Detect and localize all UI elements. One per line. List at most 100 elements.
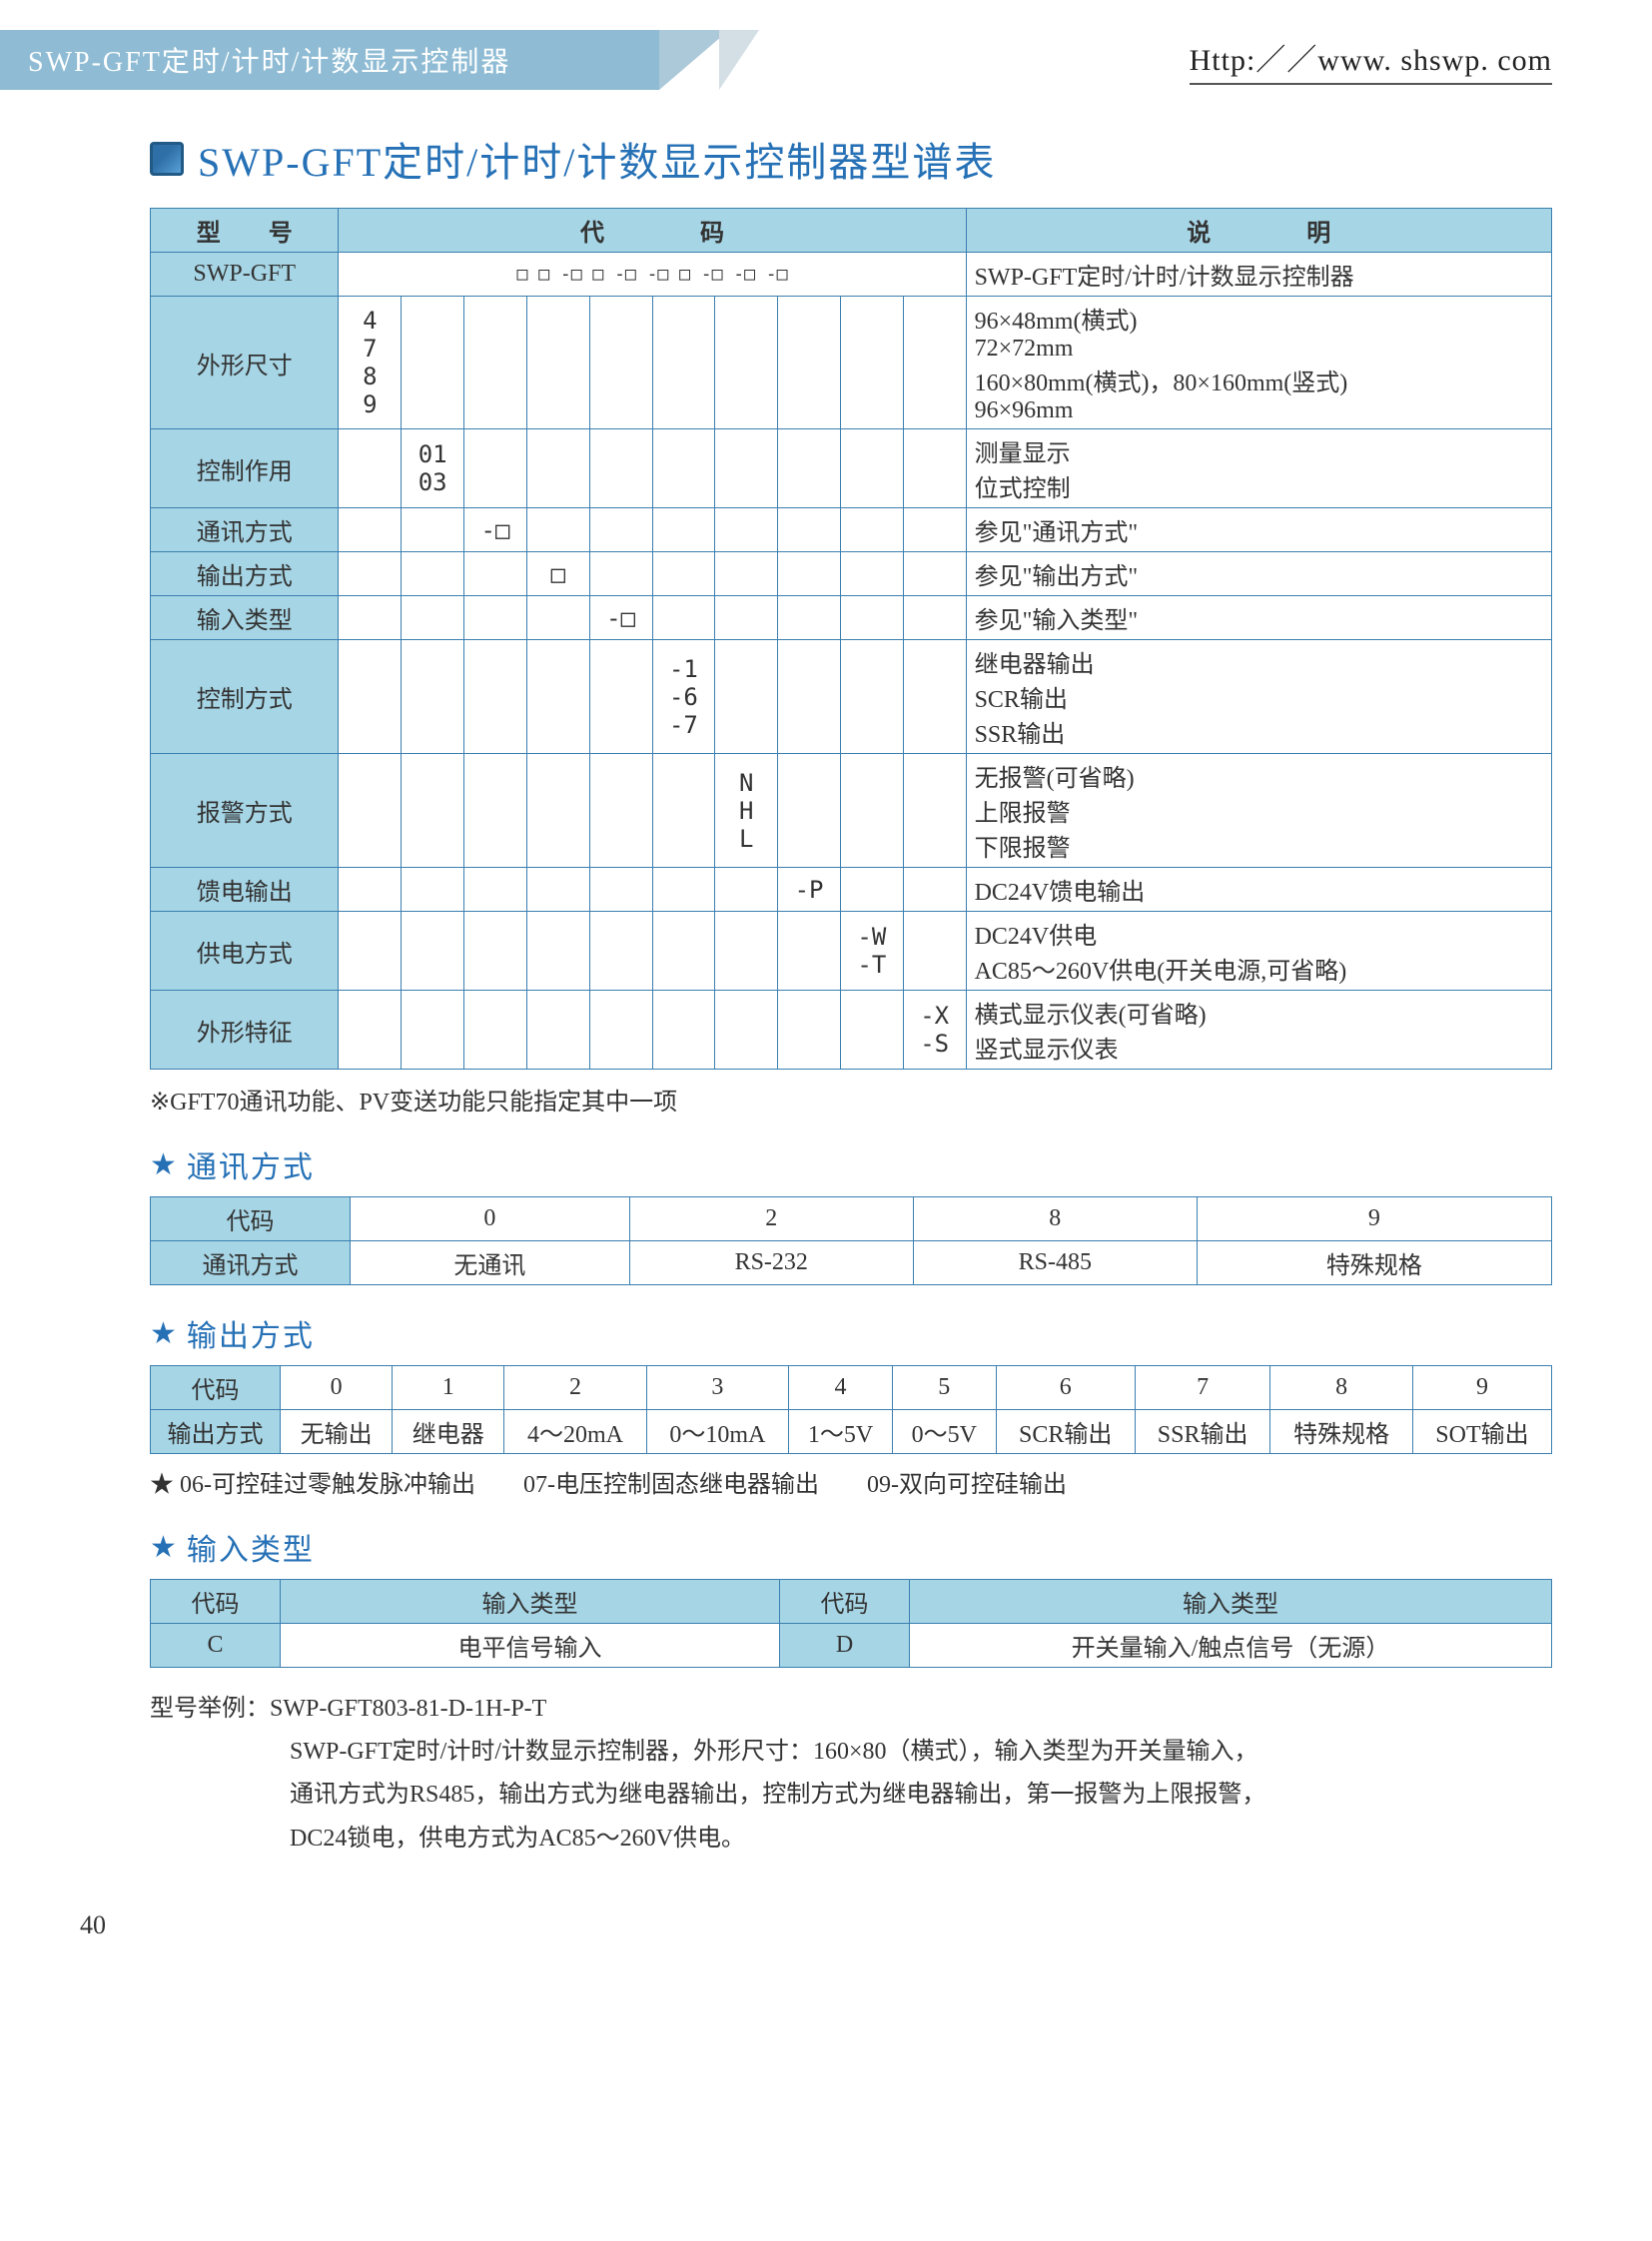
output-footnote: ★ 06-可控硅过零触发脉冲输出 07-电压控制固态继电器输出 09-双向可控硅… [150, 1464, 1552, 1499]
section-input-title: 输入类型 [187, 1525, 315, 1569]
header-url: Http:／／www. shswp. com [1190, 35, 1552, 85]
main-spec-table: 型 号 代 码 说 明 SWP-GFT □ □ -□ □ -□ -□ □ -□ … [150, 208, 1552, 1070]
code-cell [526, 912, 589, 991]
output-h1: 代码 [151, 1366, 281, 1410]
code-cell [402, 991, 464, 1070]
code-cell [840, 640, 903, 754]
row-model-label: SWP-GFT [151, 253, 339, 297]
comm-v3: 特殊规格 [1197, 1241, 1551, 1285]
code-cell [652, 912, 715, 991]
desc-cell: DC24V供电 AC85～260V供电(开关电源,可省略) [966, 912, 1551, 991]
code-cell [715, 640, 778, 754]
out-val: 0～10mA [646, 1410, 788, 1454]
row-label: 输出方式 [151, 552, 339, 596]
page-title: SWP-GFT定时/计时/计数显示控制器型谱表 [198, 130, 996, 188]
code-cell [652, 429, 715, 508]
desc-cell: 参见"输入类型" [966, 596, 1551, 640]
code-cell [840, 297, 903, 429]
code-cell [715, 912, 778, 991]
star-icon: ★ [150, 1316, 177, 1351]
code-cell: N H L [715, 754, 778, 868]
input-v0: 电平信号输入 [281, 1624, 780, 1668]
row-label: 馈电输出 [151, 868, 339, 912]
code-cell [778, 429, 841, 508]
comm-v0: 无通讯 [351, 1241, 630, 1285]
row-label: 通讯方式 [151, 508, 339, 552]
code-cell [339, 868, 402, 912]
code-cell [402, 596, 464, 640]
code-cell [526, 297, 589, 429]
code-cell [464, 640, 527, 754]
out-code: 9 [1412, 1366, 1551, 1410]
comm-c3: 9 [1197, 1197, 1551, 1241]
out-code: 3 [646, 1366, 788, 1410]
row-label: 供电方式 [151, 912, 339, 991]
code-cell [652, 596, 715, 640]
code-cell [339, 640, 402, 754]
code-cell [402, 640, 464, 754]
code-cell: -1 -6 -7 [652, 640, 715, 754]
code-cell [402, 552, 464, 596]
out-code: 7 [1135, 1366, 1270, 1410]
example-line2: 通讯方式为RS485，输出方式为继电器输出，控制方式为继电器输出，第一报警为上限… [150, 1774, 1552, 1817]
code-cell [402, 297, 464, 429]
input-h2a: 输入类型 [281, 1580, 780, 1624]
code-cell [903, 596, 966, 640]
comm-h2: 通讯方式 [151, 1241, 351, 1285]
desc-cell: 继电器输出 SCR输出 SSR输出 [966, 640, 1551, 754]
code-cell [526, 754, 589, 868]
page-number: 40 [80, 1910, 106, 1940]
out-code: 0 [281, 1366, 393, 1410]
code-cell [402, 912, 464, 991]
out-code: 5 [892, 1366, 996, 1410]
code-cell [339, 508, 402, 552]
code-cell [464, 868, 527, 912]
code-cell [903, 429, 966, 508]
code-cell [778, 754, 841, 868]
code-cell [526, 429, 589, 508]
out-code: 8 [1270, 1366, 1412, 1410]
row-label: 报警方式 [151, 754, 339, 868]
code-cell [526, 596, 589, 640]
code-cell [652, 868, 715, 912]
example-block: 型号举例：SWP-GFT803-81-D-1H-P-T SWP-GFT定时/计时… [150, 1688, 1552, 1861]
row-model-markers: □ □ -□ □ -□ -□ □ -□ -□ -□ [339, 253, 966, 297]
out-val: SCR输出 [996, 1410, 1135, 1454]
code-cell [339, 429, 402, 508]
out-val: SOT输出 [1412, 1410, 1551, 1454]
star-icon: ★ [150, 1530, 177, 1565]
comm-v2: RS-485 [913, 1241, 1197, 1285]
code-cell [339, 991, 402, 1070]
code-cell: -P [778, 868, 841, 912]
section-comm-title: 通讯方式 [187, 1142, 315, 1186]
desc-cell: 横式显示仪表(可省略) 竖式显示仪表 [966, 991, 1551, 1070]
section-output-title: 输出方式 [187, 1311, 315, 1355]
out-code: 1 [393, 1366, 504, 1410]
out-val: 继电器 [393, 1410, 504, 1454]
code-cell [778, 508, 841, 552]
code-cell [589, 552, 652, 596]
example-line3: DC24锁电，供电方式为AC85～260V供电。 [150, 1818, 1552, 1861]
code-cell [715, 429, 778, 508]
code-cell [715, 508, 778, 552]
out-val: 特殊规格 [1270, 1410, 1412, 1454]
out-code: 6 [996, 1366, 1135, 1410]
code-cell [589, 640, 652, 754]
code-cell [903, 640, 966, 754]
code-cell [715, 596, 778, 640]
output-table: 代码0123456789 输出方式无输出继电器4～20mA0～10mA1～5V0… [150, 1365, 1552, 1454]
output-h2: 输出方式 [151, 1410, 281, 1454]
code-cell [840, 596, 903, 640]
code-cell [652, 508, 715, 552]
out-code: 2 [504, 1366, 646, 1410]
code-cell [778, 912, 841, 991]
code-cell [464, 991, 527, 1070]
input-v1: 开关量输入/触点信号（无源） [910, 1624, 1552, 1668]
code-cell [715, 868, 778, 912]
code-cell [589, 868, 652, 912]
code-cell [903, 552, 966, 596]
star-icon: ★ [150, 1147, 177, 1182]
out-val: 无输出 [281, 1410, 393, 1454]
code-cell [778, 552, 841, 596]
input-table: 代码 输入类型 代码 输入类型 C 电平信号输入 D 开关量输入/触点信号（无源… [150, 1579, 1552, 1668]
